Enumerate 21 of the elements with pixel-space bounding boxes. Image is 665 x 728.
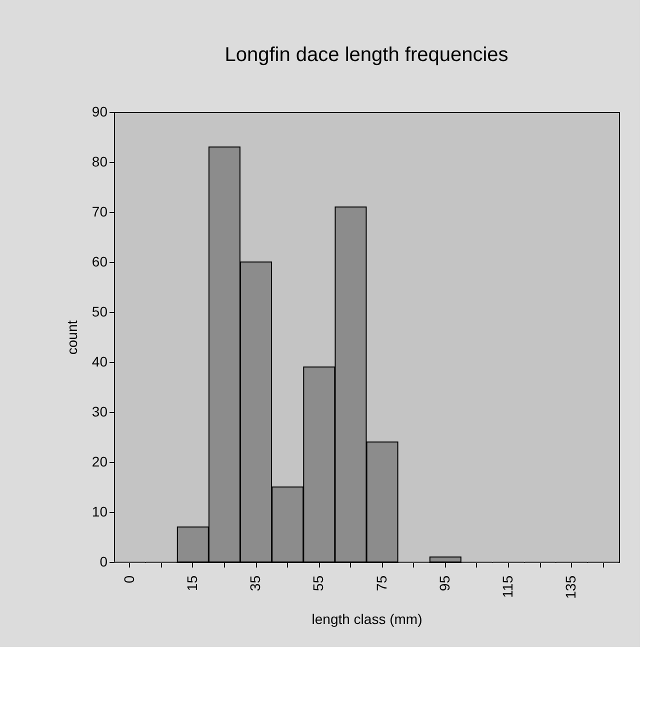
x-tick-label: 55: [310, 575, 326, 592]
x-tick-label: 135: [562, 575, 579, 599]
y-tick-label: 20: [92, 454, 108, 470]
y-tick-label: 90: [92, 104, 108, 120]
x-tick-label: 75: [373, 575, 390, 592]
x-tick-label: 0: [120, 575, 137, 584]
y-tick-label: 60: [92, 254, 108, 270]
x-tick-label: 35: [247, 575, 264, 592]
y-tick-label: 30: [92, 404, 108, 420]
y-tick-label: 70: [92, 204, 108, 220]
y-tick-label: 40: [92, 354, 108, 370]
y-tick-label: 10: [92, 504, 108, 520]
y-tick-label: 80: [92, 154, 108, 170]
y-tick-label: 0: [100, 554, 108, 570]
chart-title: Longfin dace length frequencies: [224, 44, 508, 66]
x-tick-label: 95: [436, 575, 452, 592]
x-tick-label: 15: [184, 575, 200, 592]
y-axis-title: count: [64, 320, 80, 355]
x-tick-label: 115: [500, 575, 516, 598]
x-axis-title: length class (mm): [312, 610, 422, 627]
y-tick-label: 50: [92, 304, 108, 320]
